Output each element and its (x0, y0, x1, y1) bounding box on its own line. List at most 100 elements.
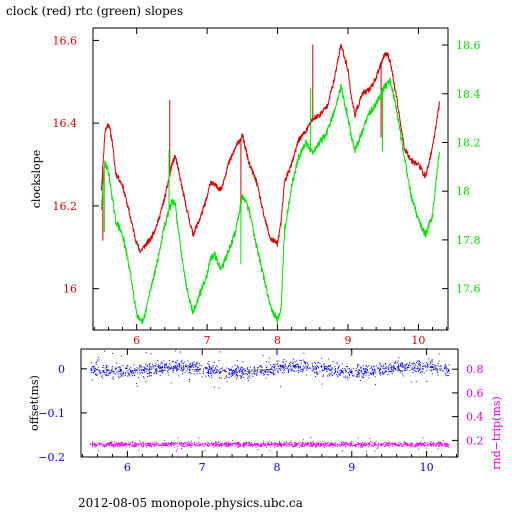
point-rnd-trip (92, 444, 94, 446)
point-rnd-trip (386, 444, 388, 446)
point-offset (122, 365, 124, 367)
point-offset (183, 368, 185, 370)
point-offset (101, 376, 103, 378)
outlier-offset (95, 362, 97, 364)
point-offset (303, 367, 305, 369)
point-offset (395, 362, 397, 364)
point-offset (193, 369, 195, 371)
point-offset (107, 370, 109, 371)
point-offset (448, 368, 450, 370)
point-rnd-trip (366, 443, 368, 445)
point-offset (173, 368, 175, 369)
outlier-rnd-trip (142, 441, 144, 443)
point-offset (187, 368, 188, 370)
point-offset (246, 373, 248, 375)
point-offset (143, 369, 145, 371)
point-rnd-trip (262, 443, 264, 445)
point-offset (239, 371, 240, 373)
point-offset (146, 368, 148, 370)
point-rnd-trip (327, 444, 329, 446)
point-rnd-trip (443, 442, 445, 444)
point-rnd-trip (132, 444, 134, 446)
point-offset (171, 366, 172, 368)
point-offset (151, 366, 153, 368)
point-rnd-trip (339, 441, 341, 443)
top-frame (92, 27, 449, 331)
point-offset (299, 366, 301, 368)
point-rnd-trip (316, 443, 318, 445)
point-rnd-trip (110, 443, 112, 445)
point-offset (138, 367, 140, 369)
point-rnd-trip (242, 446, 244, 447)
point-rnd-trip (364, 445, 366, 447)
point-offset (316, 374, 318, 376)
point-offset (316, 365, 318, 366)
point-offset (437, 372, 439, 374)
point-offset (276, 368, 278, 370)
point-offset (257, 369, 259, 371)
point-rnd-trip (344, 445, 346, 447)
point-rnd-trip (225, 444, 227, 446)
point-offset (183, 367, 185, 369)
point-offset (335, 371, 337, 373)
point-rnd-trip (194, 443, 196, 445)
point-rnd-trip (333, 444, 335, 446)
outlier-rnd-trip (224, 446, 226, 447)
point-offset (383, 368, 385, 370)
point-rnd-trip (254, 443, 255, 445)
point-offset (207, 372, 209, 374)
point-offset (156, 370, 158, 372)
point-offset (266, 374, 268, 375)
outlier-rnd-trip (418, 448, 420, 450)
point-rnd-trip (433, 443, 435, 445)
outlier-rnd-trip (184, 446, 186, 447)
point-offset (99, 372, 101, 374)
point-offset (179, 366, 181, 368)
point-rnd-trip (402, 444, 404, 446)
point-offset (181, 367, 183, 369)
point-rnd-trip (227, 443, 229, 445)
point-rnd-trip (236, 444, 238, 446)
point-offset (296, 360, 298, 362)
point-offset (175, 368, 177, 370)
point-offset (372, 372, 374, 374)
point-offset (118, 370, 120, 372)
point-rnd-trip (141, 445, 143, 447)
point-offset (107, 365, 109, 367)
point-offset (161, 361, 163, 363)
point-rnd-trip (119, 443, 121, 445)
point-rnd-trip (323, 444, 325, 446)
point-rnd-trip (386, 442, 388, 444)
point-offset (143, 377, 145, 379)
point-rnd-trip (134, 445, 136, 447)
point-rnd-trip (430, 443, 432, 445)
point-rnd-trip (286, 444, 288, 446)
point-offset (127, 367, 129, 369)
point-rnd-trip (314, 445, 316, 447)
point-offset (127, 365, 129, 367)
point-offset (195, 368, 197, 370)
point-offset (324, 366, 326, 368)
point-offset (379, 368, 381, 370)
point-rnd-trip (308, 442, 309, 444)
point-rnd-trip (344, 441, 346, 443)
point-rnd-trip (226, 443, 228, 445)
point-rnd-trip (384, 442, 386, 444)
point-offset (274, 369, 276, 371)
point-rnd-trip (438, 445, 439, 447)
point-offset (110, 369, 112, 371)
point-rnd-trip (377, 444, 379, 446)
point-offset (131, 371, 133, 373)
outlier-rnd-trip (177, 437, 179, 439)
outlier-rnd-trip (243, 446, 245, 448)
point-offset (425, 366, 427, 368)
point-offset (117, 370, 119, 372)
point-offset (293, 365, 295, 367)
point-offset (448, 372, 450, 374)
point-rnd-trip (176, 443, 178, 444)
point-offset (165, 365, 167, 366)
point-offset (302, 365, 304, 367)
point-offset (187, 364, 189, 366)
point-rnd-trip (350, 443, 351, 445)
point-offset (448, 364, 450, 366)
